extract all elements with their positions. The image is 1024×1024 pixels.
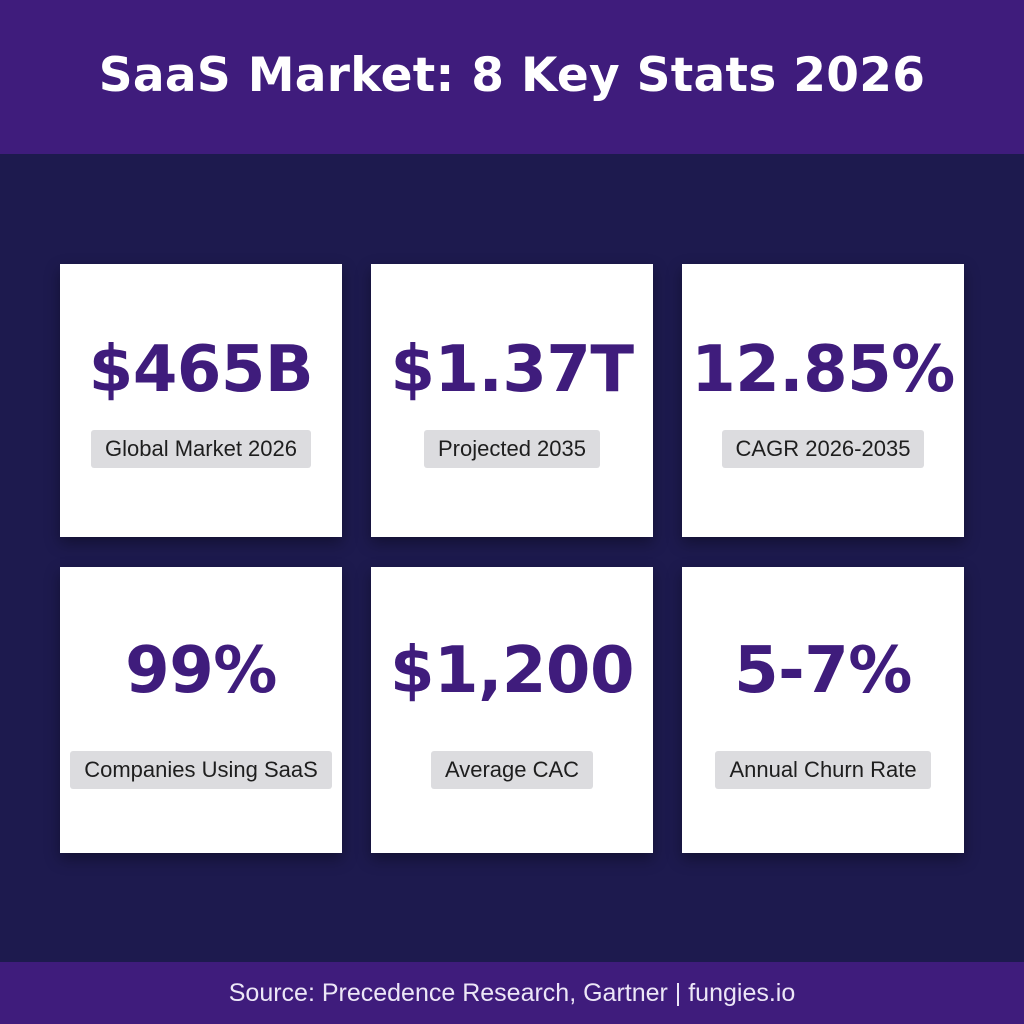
stat-value: $1,200 (390, 634, 634, 708)
stat-card-companies-using-saas: 99% Companies Using SaaS (60, 567, 342, 853)
stat-card-cagr: 12.85% CAGR 2026-2035 (682, 264, 964, 537)
header-band: SaaS Market: 8 Key Stats 2026 (0, 0, 1024, 154)
stat-label: Average CAC (430, 751, 594, 789)
source-credit: Source: Precedence Research, Gartner | f… (228, 978, 796, 1007)
stat-card-average-cac: $1,200 Average CAC (371, 567, 653, 853)
stat-label: Projected 2035 (424, 430, 600, 468)
stat-value: 12.85% (691, 333, 955, 407)
stat-label: CAGR 2026-2035 (721, 430, 925, 468)
stat-label: Global Market 2026 (91, 430, 311, 468)
page-title: SaaS Market: 8 Key Stats 2026 (98, 47, 926, 103)
stat-card-annual-churn: 5-7% Annual Churn Rate (682, 567, 964, 853)
stat-value: $465B (88, 333, 314, 407)
stat-card-global-market: $465B Global Market 2026 (60, 264, 342, 537)
stat-value: 5-7% (734, 634, 912, 708)
stat-label: Annual Churn Rate (715, 751, 931, 789)
stat-label: Companies Using SaaS (70, 751, 332, 789)
stat-value: $1.37T (390, 333, 634, 407)
footer-band: Source: Precedence Research, Gartner | f… (0, 962, 1024, 1024)
stat-card-projected-2035: $1.37T Projected 2035 (371, 264, 653, 537)
stat-value: 99% (125, 634, 277, 708)
